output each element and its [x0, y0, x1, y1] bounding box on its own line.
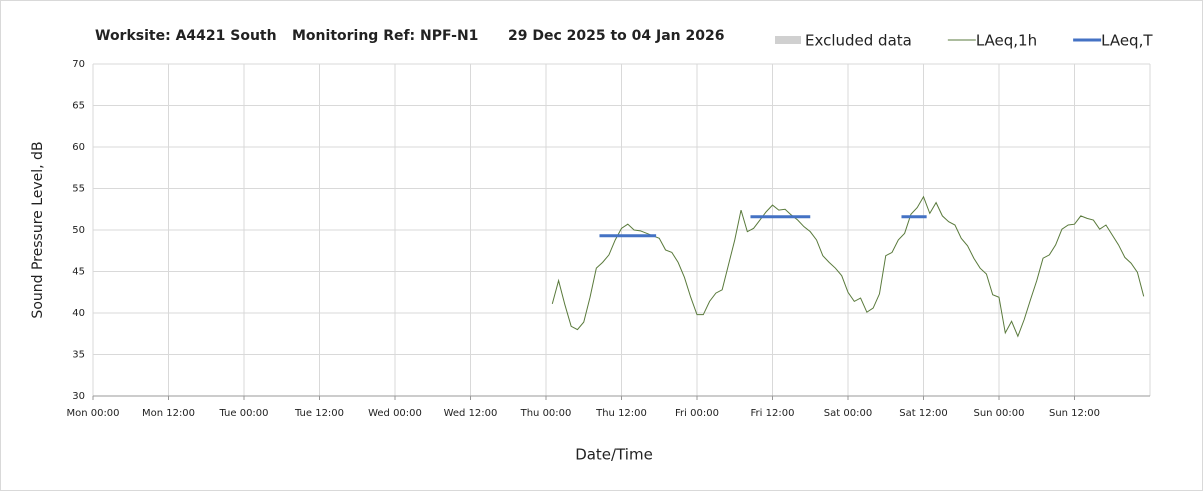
x-tick-label: Sun 12:00: [1049, 408, 1100, 419]
title-dates: 29 Dec 2025 to 04 Jan 2026: [508, 28, 725, 44]
x-tick-label: Thu 12:00: [595, 408, 647, 419]
y-tick-label: 65: [72, 101, 85, 112]
legend-label: LAeq,T: [1101, 32, 1153, 50]
x-tick-label: Thu 00:00: [520, 408, 572, 419]
x-tick-label: Tue 00:00: [218, 408, 268, 419]
y-tick-label: 55: [72, 184, 85, 195]
y-tick-label: 60: [72, 142, 85, 153]
y-tick-label: 30: [72, 391, 85, 402]
x-tick-label: Tue 12:00: [294, 408, 344, 419]
legend-swatch: [775, 36, 801, 44]
x-tick-label: Wed 12:00: [444, 408, 498, 419]
title-site: Worksite: A4421 South: [95, 28, 277, 44]
x-tick-label: Sun 00:00: [973, 408, 1024, 419]
x-axis-label: Date/Time: [575, 446, 653, 464]
x-tick-label: Sat 00:00: [824, 408, 872, 419]
legend-label: LAeq,1h: [976, 32, 1037, 50]
x-tick-label: Mon 12:00: [142, 408, 195, 419]
x-tick-label: Fri 00:00: [675, 408, 719, 419]
x-tick-label: Wed 00:00: [368, 408, 422, 419]
y-axis-label: Sound Pressure Level, dB: [30, 141, 46, 318]
x-tick-label: Fri 12:00: [751, 408, 795, 419]
y-tick-label: 35: [72, 350, 85, 361]
legend-label: Excluded data: [805, 32, 912, 50]
y-tick-label: 70: [72, 59, 85, 70]
x-tick-label: Sat 12:00: [899, 408, 947, 419]
y-tick-label: 50: [72, 225, 85, 236]
series-line: [599, 215, 927, 238]
y-tick-label: 40: [72, 308, 85, 319]
title-ref: Monitoring Ref: NPF-N1: [292, 28, 478, 44]
y-tick-label: 45: [72, 267, 85, 278]
x-tick-label: Mon 00:00: [66, 408, 119, 419]
